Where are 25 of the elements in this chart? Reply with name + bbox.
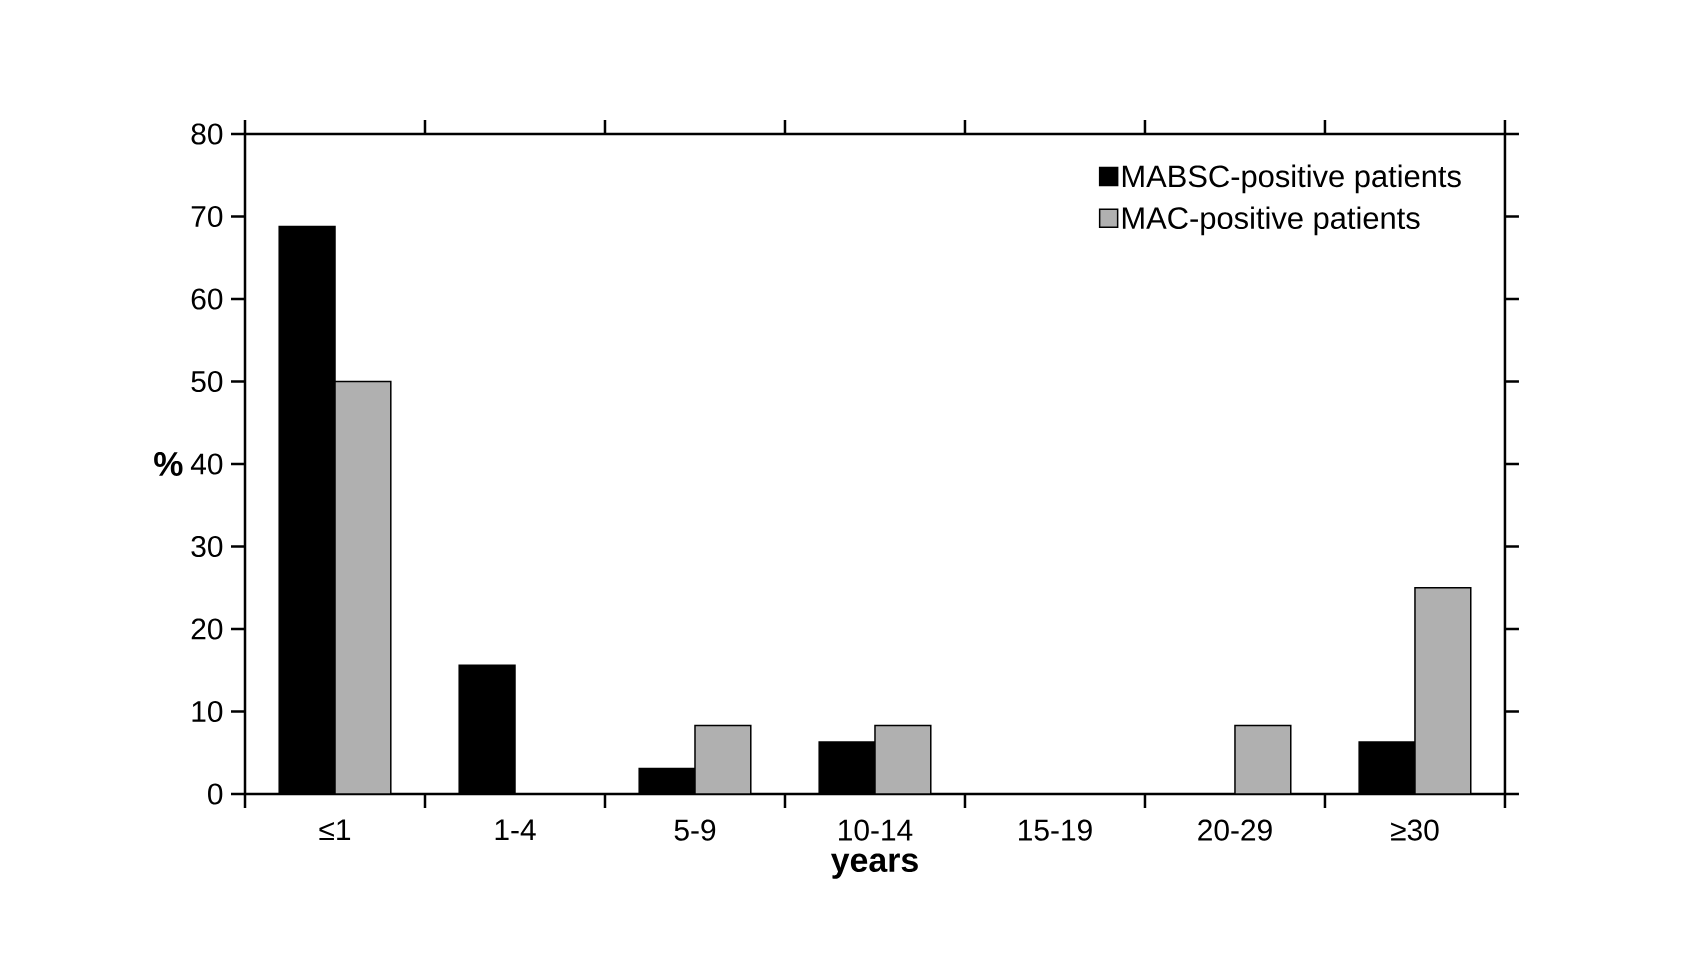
y-tick-label: 0 (208, 783, 223, 805)
y-tick-label: 50 (191, 370, 223, 393)
legend-label: MAC-positive patients (1122, 206, 1420, 236)
y-axis-title: % (154, 452, 183, 476)
y-tick-label: 60 (191, 288, 223, 310)
bar (874, 725, 931, 794)
y-tick-label: 20 (191, 618, 223, 640)
x-axis-title: years (830, 853, 918, 879)
bar (335, 381, 391, 794)
x-tick-label: 20-29 (1198, 819, 1272, 841)
y-tick-label: 30 (191, 535, 223, 558)
x-tick-label: 15-19 (1019, 819, 1092, 841)
x-tick-label: ≥30 (1391, 819, 1439, 841)
y-tick-label: 80 (191, 123, 223, 145)
y-tick-label: 10 (192, 700, 223, 723)
y-tick-label: 70 (191, 205, 223, 228)
legend-label: MABSC-positive patients (1122, 164, 1461, 194)
y-tick-label: 40 (190, 453, 223, 475)
x-tick-label: 5-9 (674, 819, 716, 841)
bar (1414, 586, 1472, 794)
x-tick-label: 1-4 (495, 819, 536, 841)
bar (1234, 725, 1291, 794)
x-tick-label: ≤1 (319, 819, 351, 841)
x-tick-label: 10-14 (839, 819, 913, 841)
bar (694, 725, 751, 794)
